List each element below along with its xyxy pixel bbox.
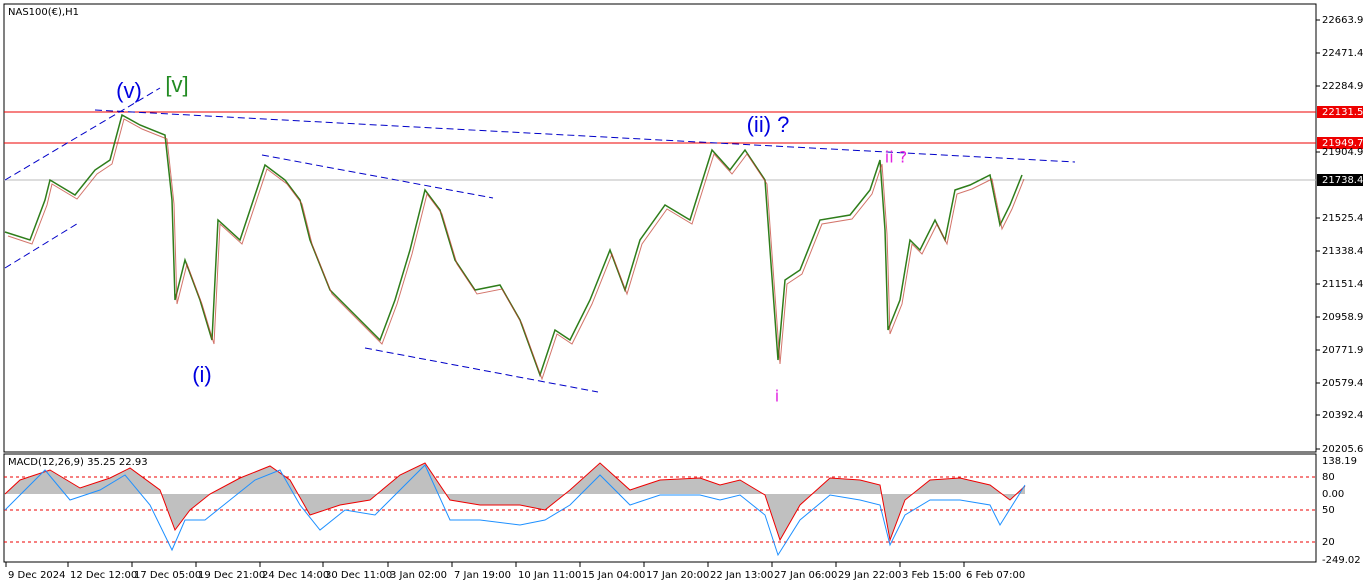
current-price: 21738.4 [1322,175,1363,186]
price-label: 20205.6 [1322,444,1363,455]
wave-label: (ii) ? [747,112,790,137]
macd-line [4,464,1026,557]
current-box [1317,174,1363,186]
time-label: 17 Jan 20:00 [646,570,709,581]
time-label: 10 Jan 11:00 [518,570,581,581]
time-label: 3 Jan 02:00 [390,570,447,581]
wave-label: [v] [165,72,188,97]
level-box [1317,106,1363,118]
price-label: 20579.4 [1322,378,1363,389]
level-label: 22131.5 [1322,107,1363,118]
time-label: 12 Dec 12:00 [70,570,137,581]
level-label: 21949.7 [1322,138,1363,149]
price-series-down [7,118,1025,381]
macd-pane [3,453,1317,563]
price-label: 22663.9 [1322,15,1363,26]
wave-label: i [775,387,779,406]
macd-axis-label: 0.00 [1322,489,1344,500]
time-label: 15 Jan 04:00 [582,570,645,581]
macd-axis-label: 138.19 [1322,456,1357,467]
time-label: 27 Jan 06:00 [774,570,837,581]
macd-histogram [5,463,1025,540]
time-label: 29 Jan 22:00 [838,570,901,581]
price-label: 20392.4 [1322,410,1363,421]
time-label: 17 Dec 05:00 [134,570,201,581]
price-label: 21338.4 [1322,246,1363,257]
price-label: 21904.9 [1322,147,1363,158]
wave-label: ii ? [885,148,907,167]
macd-axis-label: 20 [1322,537,1335,548]
time-label: 9 Dec 2024 [8,570,66,581]
main-pane [3,3,1317,453]
macd-signal [4,462,1026,542]
price-label: 20771.9 [1322,345,1363,356]
price-label: 21525.4 [1322,213,1363,224]
wave-label: (v) [116,78,142,103]
wave-label: (i) [192,362,212,387]
time-label: 30 Dec 11:00 [325,570,392,581]
symbol-label: NAS100(€),H1 [8,7,79,18]
trend-lines [4,87,1076,393]
price-label: 22471.4 [1322,48,1363,59]
price-label: 22284.9 [1322,81,1363,92]
price-label: 20958.9 [1322,312,1363,323]
macd-axis-label: 80 [1322,472,1335,483]
macd-axis-label: 50 [1322,505,1335,516]
macd-label: MACD(12,26,9) 35.25 22.93 [8,457,148,468]
time-label: 22 Jan 13:00 [710,570,773,581]
time-label: 19 Dec 21:00 [198,570,265,581]
time-label: 3 Feb 15:00 [902,570,961,581]
macd-axis-label: -249.02 [1322,555,1361,566]
time-label: 24 Dec 14:00 [262,570,329,581]
time-label: 7 Jan 19:00 [454,570,511,581]
time-label: 6 Feb 07:00 [966,570,1025,581]
price-label: 21151.4 [1322,279,1363,290]
level-box [1317,137,1363,149]
